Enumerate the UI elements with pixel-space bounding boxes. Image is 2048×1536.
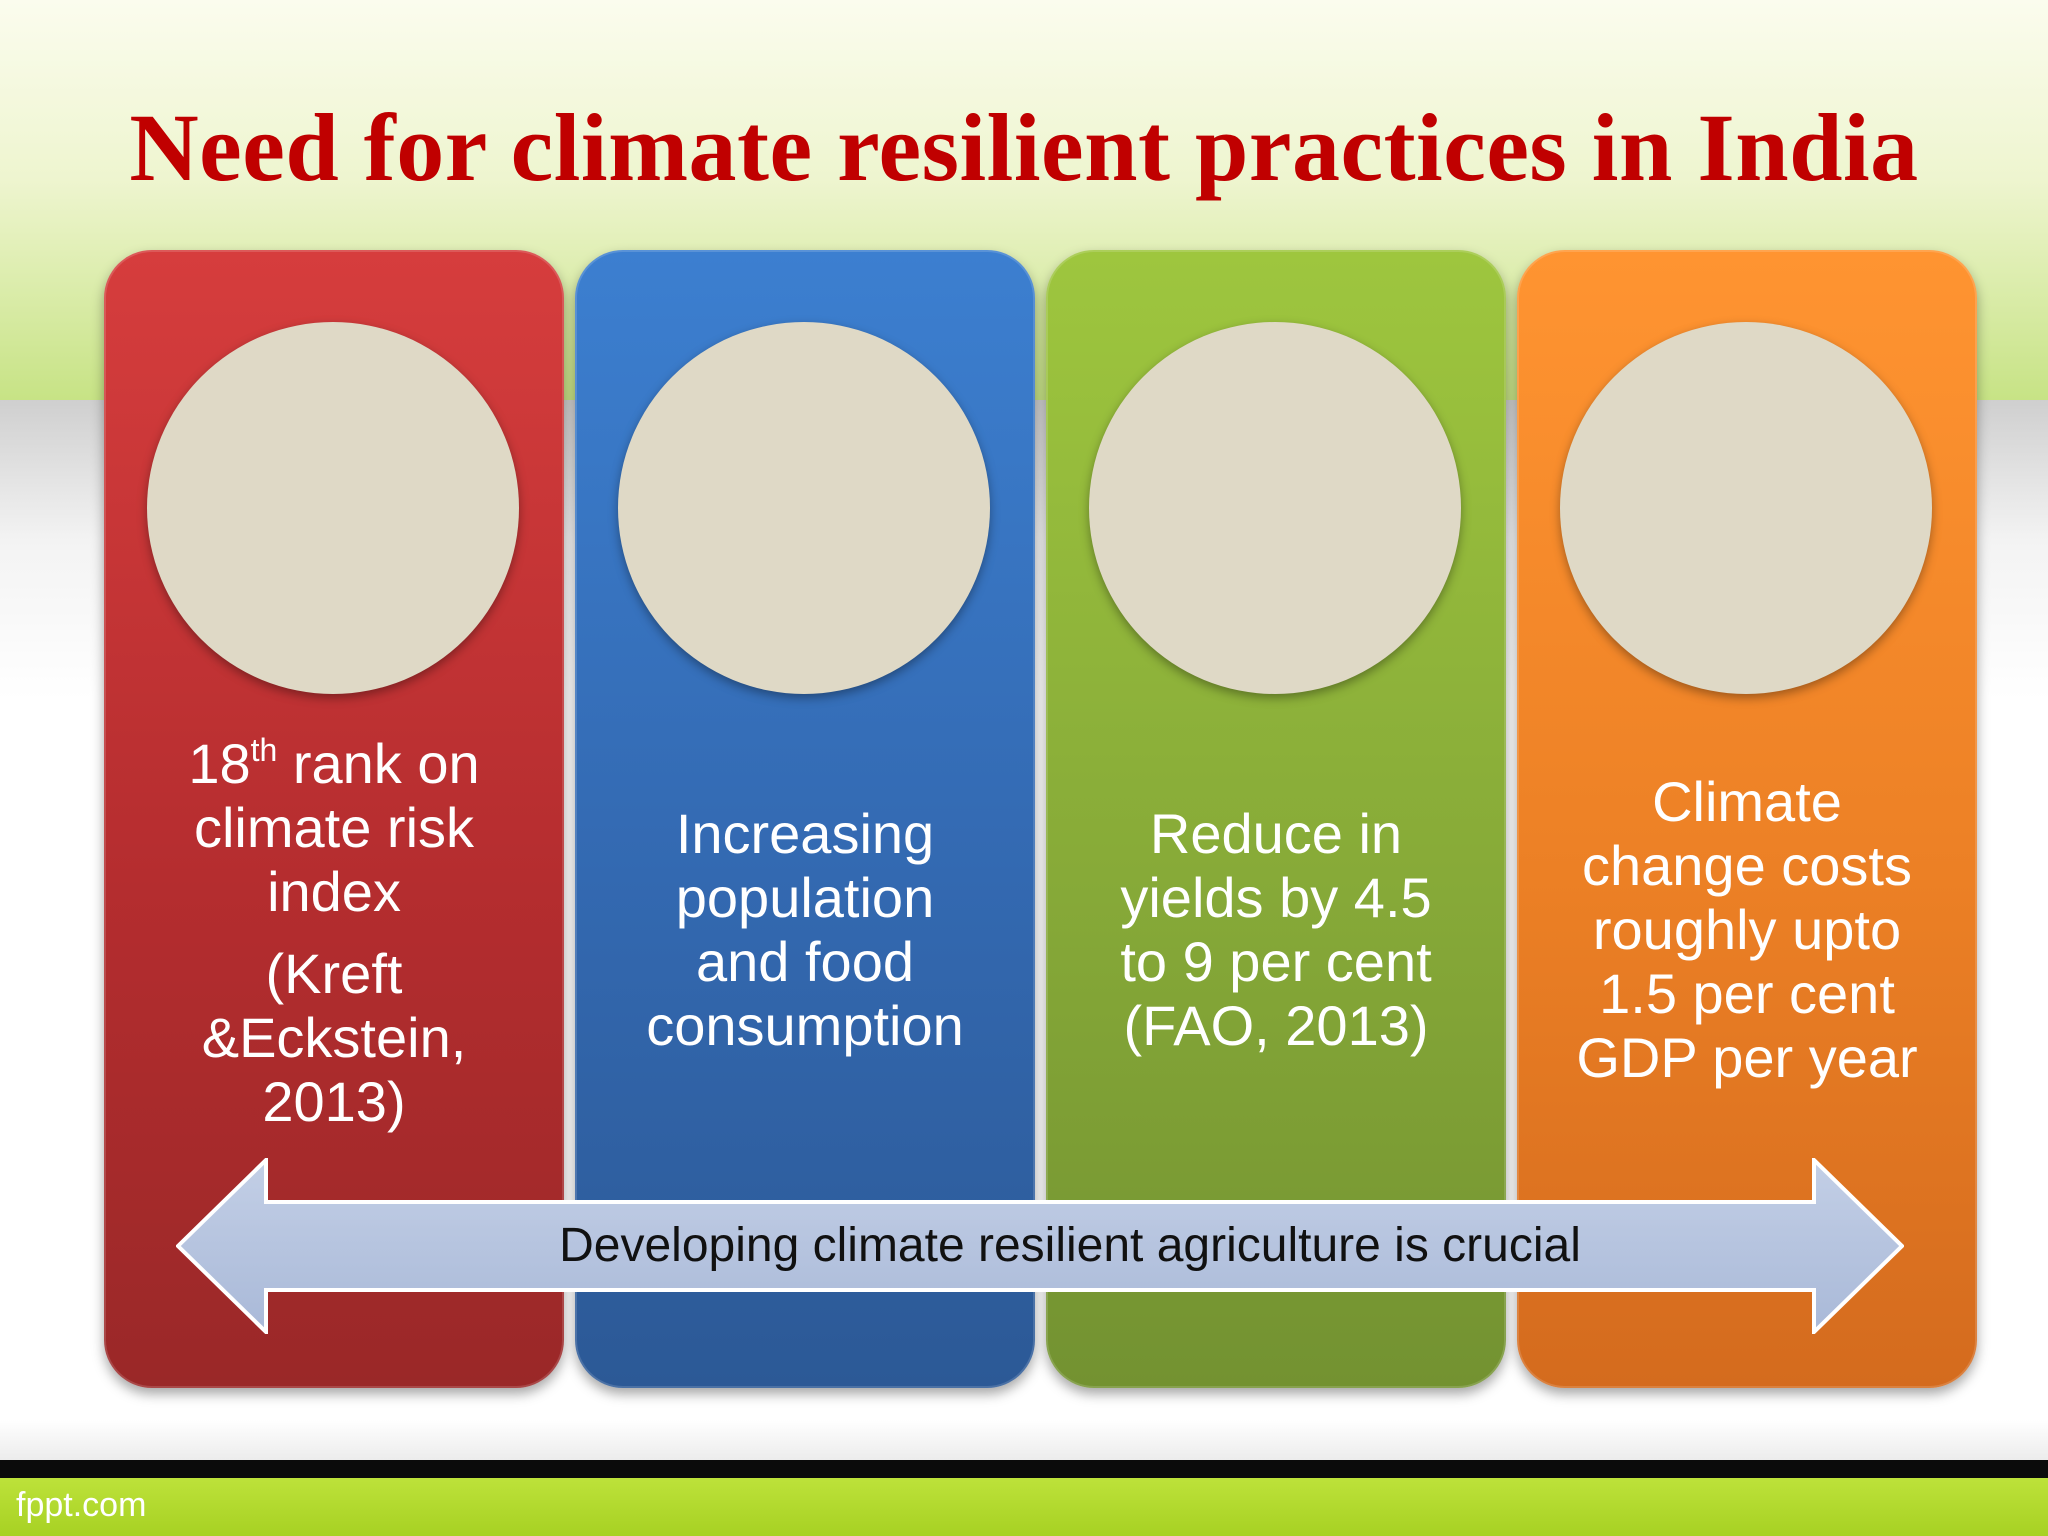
- panel-text-line: roughly upto: [1592, 898, 1902, 961]
- panel-circle-placeholder: [618, 322, 990, 694]
- panel-text-line: population: [675, 866, 935, 929]
- panel-climate-risk: 18th rank on climate risk index (Kreft &…: [104, 250, 564, 1388]
- panel-text: Climate change costs roughly upto 1.5 pe…: [1537, 770, 1957, 1090]
- panel-text-line: GDP per year: [1576, 1026, 1918, 1089]
- panel-text-line: climate risk: [193, 796, 475, 859]
- background-dark-band: [0, 1460, 2048, 1478]
- rank-text: rank on: [277, 732, 480, 795]
- panel-text: Reduce in yields by 4.5 to 9 per cent (F…: [1066, 802, 1486, 1058]
- panel-gdp-cost: Climate change costs roughly upto 1.5 pe…: [1517, 250, 1977, 1388]
- slide-title: Need for climate resilient practices in …: [129, 94, 1919, 201]
- panel-text-line: consumption: [646, 994, 964, 1057]
- panel-circle-placeholder: [147, 322, 519, 694]
- panel-text-line: Climate: [1652, 770, 1842, 833]
- panel-text-line: to 9 per cent: [1120, 930, 1432, 993]
- panel-citation: (Kreft &Eckstein, 2013): [124, 942, 544, 1134]
- arrow-shape: [176, 1158, 1904, 1334]
- arrow-label: Developing climate resilient agriculture…: [559, 1219, 1581, 1272]
- panel-text: Increasing population and food consumpti…: [595, 802, 1015, 1058]
- panel-text-line: yields by 4.5: [1120, 866, 1432, 929]
- panel-text-line: index: [267, 860, 401, 923]
- citation-line: &Eckstein,: [201, 1006, 467, 1069]
- footer-band: [0, 1478, 2048, 1536]
- panel-population: Increasing population and food consumpti…: [575, 250, 1035, 1388]
- panel-text-line: Reduce in: [1149, 802, 1403, 865]
- panel-text-line: and food: [696, 930, 914, 993]
- panel-text-line: change costs: [1582, 834, 1912, 897]
- rank-number: 18: [188, 732, 251, 795]
- panel-text-line: 1.5 per cent: [1599, 962, 1895, 1025]
- panel-circle-placeholder: [1089, 322, 1461, 694]
- panel-circle-placeholder: [1560, 322, 1932, 694]
- rank-ordinal-suffix: th: [250, 732, 278, 768]
- double-arrow-icon: [176, 1158, 1904, 1334]
- panel-text-line: Increasing: [675, 802, 935, 865]
- panel-yields: Reduce in yields by 4.5 to 9 per cent (F…: [1046, 250, 1506, 1388]
- panel-text-line: 18th rank on: [124, 732, 544, 796]
- citation-line: (Kreft: [265, 942, 403, 1005]
- footer-watermark: fppt.com: [16, 1486, 147, 1524]
- panel-text-line: (FAO, 2013): [1123, 994, 1429, 1057]
- citation-line: 2013): [262, 1070, 406, 1133]
- panel-text: 18th rank on climate risk index (Kreft &…: [124, 732, 544, 1134]
